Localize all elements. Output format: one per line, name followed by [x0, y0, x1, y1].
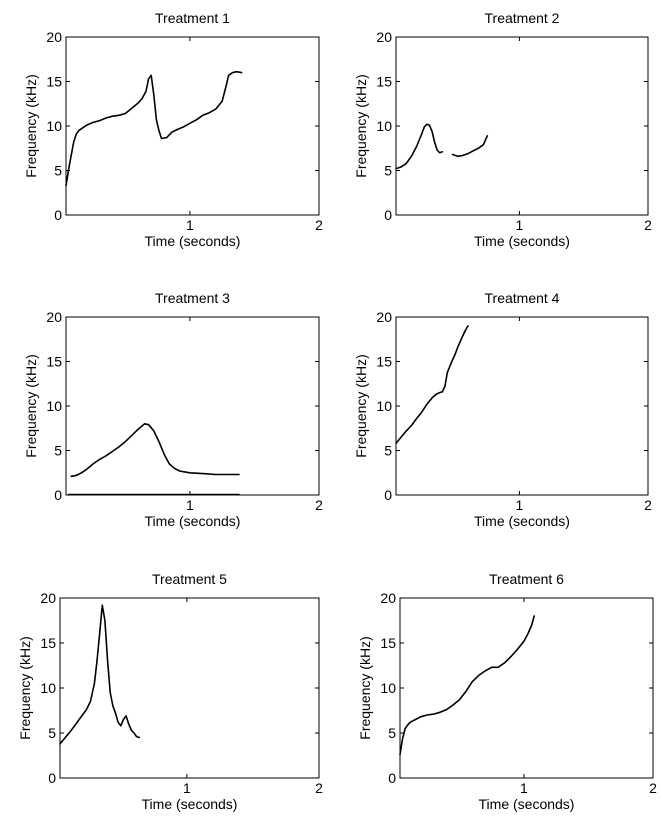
frequency-trace	[451, 135, 489, 158]
panel-title: Treatment 5	[152, 571, 227, 587]
x-axis-label: Time (seconds)	[142, 796, 238, 812]
y-tick-label: 20	[46, 29, 62, 45]
x-tick-label: 1	[520, 780, 528, 796]
x-tick-label: 2	[644, 217, 652, 233]
y-tick-label: 20	[376, 309, 392, 325]
y-tick-label: 15	[46, 354, 62, 370]
y-tick-label: 5	[388, 725, 396, 741]
frequency-trace	[399, 615, 536, 756]
panel-title: Treatment 6	[489, 571, 564, 587]
y-tick-label: 0	[384, 207, 392, 223]
x-axis-label: Time (seconds)	[145, 513, 241, 529]
x-tick-label: 1	[183, 780, 191, 796]
plot-frame	[65, 36, 320, 216]
y-tick-label: 10	[376, 398, 392, 414]
y-tick-label: 10	[46, 118, 62, 134]
y-tick-label: 15	[376, 74, 392, 90]
x-axis-label: Time (seconds)	[474, 233, 570, 249]
x-tick-label: 2	[315, 780, 323, 796]
x-axis-label: Time (seconds)	[474, 513, 570, 529]
y-tick-label: 20	[46, 309, 62, 325]
y-tick-label: 15	[376, 354, 392, 370]
y-tick-label: 15	[380, 635, 396, 651]
panel-5: Treatment 5 0 5 10 15 20 1 2 Time (seconds) Frequ…	[17, 571, 323, 812]
y-axis-label: Frequency (kHz)	[23, 354, 39, 457]
y-tick-label: 0	[48, 770, 56, 786]
y-tick-label: 0	[54, 487, 62, 503]
x-tick-label: 1	[186, 497, 194, 513]
y-tick-label: 5	[54, 443, 62, 459]
y-tick-label: 5	[54, 163, 62, 179]
frequency-trace	[395, 123, 444, 170]
y-tick-label: 0	[388, 770, 396, 786]
frequency-trace	[59, 604, 141, 745]
y-axis-label: Frequency (kHz)	[353, 74, 369, 177]
x-tick-label: 1	[516, 217, 524, 233]
plot-frame	[395, 316, 649, 496]
panel-title: Treatment 2	[485, 10, 560, 26]
frequency-trace	[395, 325, 469, 445]
y-tick-label: 20	[376, 29, 392, 45]
y-tick-label: 15	[46, 74, 62, 90]
x-tick-label: 2	[644, 497, 652, 513]
frequency-trace	[65, 70, 243, 187]
x-tick-label: 1	[186, 217, 194, 233]
y-tick-label: 0	[54, 207, 62, 223]
y-tick-label: 5	[384, 163, 392, 179]
y-tick-label: 20	[380, 590, 396, 606]
y-tick-label: 10	[380, 680, 396, 696]
x-axis-label: Time (seconds)	[479, 796, 575, 812]
y-tick-label: 15	[40, 635, 56, 651]
panel-title: Treatment 4	[485, 290, 560, 306]
y-tick-label: 10	[40, 680, 56, 696]
y-tick-label: 10	[376, 118, 392, 134]
y-axis-label: Frequency (kHz)	[23, 74, 39, 177]
x-tick-label: 2	[649, 780, 657, 796]
plot-frame	[65, 316, 320, 496]
plot-frame	[399, 597, 654, 779]
x-axis-label: Time (seconds)	[145, 233, 241, 249]
panel-title: Treatment 3	[155, 290, 230, 306]
y-tick-label: 5	[48, 725, 56, 741]
panel-1: Treatment 1 0 5 10 15 20 1 2 Time (seconds) Frequ…	[23, 10, 323, 249]
y-tick-label: 20	[40, 590, 56, 606]
plot-frame	[395, 36, 649, 216]
panel-title: Treatment 1	[155, 10, 230, 26]
panel-6: Treatment 6 0 5 10 15 20 1 2 Time (seconds) Frequ…	[357, 571, 657, 812]
panel-4: Treatment 4 0 5 10 15 20 1 2 Time (seconds) Frequ…	[353, 290, 652, 529]
x-tick-label: 2	[315, 497, 323, 513]
y-axis-label: Frequency (kHz)	[353, 354, 369, 457]
y-tick-label: 0	[384, 487, 392, 503]
panel-3: Treatment 3 0 5 10 15 20 1 2 Time (seconds) Frequ…	[23, 290, 323, 529]
x-tick-label: 2	[315, 217, 323, 233]
y-axis-label: Frequency (kHz)	[17, 636, 33, 739]
y-tick-label: 10	[46, 398, 62, 414]
y-tick-label: 5	[384, 443, 392, 459]
x-tick-label: 1	[516, 497, 524, 513]
frequency-trace	[70, 422, 240, 478]
y-axis-label: Frequency (kHz)	[357, 636, 373, 739]
panel-2: Treatment 2 0 5 10 15 20 1 2 Time (seconds) Frequ…	[353, 10, 652, 249]
plot-frame	[59, 597, 320, 779]
